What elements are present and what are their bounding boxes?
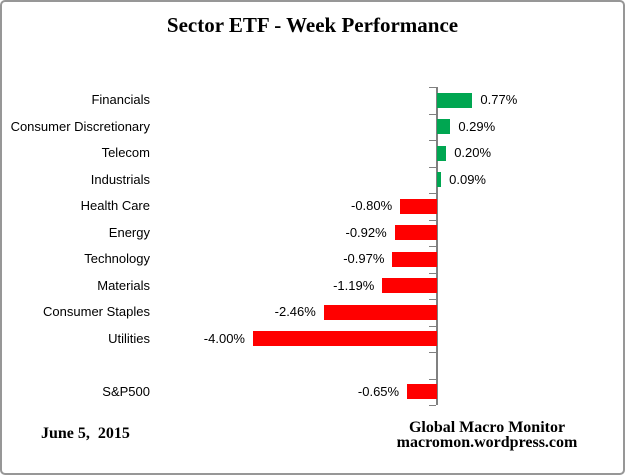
value-label-consumer-discretionary: 0.29% xyxy=(458,118,496,134)
value-label-s-p500: -0.65% xyxy=(357,383,400,399)
bar-telecom xyxy=(437,145,447,161)
category-label-technology: Technology xyxy=(84,251,150,267)
value-label-consumer-staples: -2.46% xyxy=(274,304,316,320)
credit-block: Global Macro Monitor macromon.wordpress.… xyxy=(352,419,622,451)
axis-tick xyxy=(429,299,436,300)
axis-tick xyxy=(429,272,436,274)
bar-energy xyxy=(394,225,437,241)
category-label-s-p500: S&P500 xyxy=(102,383,150,399)
credit-line-1: Global Macro Monitor xyxy=(408,419,566,436)
category-label-industrials: Industrials xyxy=(90,171,150,187)
bar-consumer-discretionary xyxy=(437,119,451,135)
axis-tick xyxy=(429,378,436,380)
axis-tick xyxy=(429,193,436,194)
value-label-materials: -1.19% xyxy=(333,277,375,293)
bar-s-p500 xyxy=(407,384,437,400)
axis-tick xyxy=(429,219,436,221)
bar-technology xyxy=(392,251,437,267)
axis-tick xyxy=(429,352,436,353)
value-label-industrials: 0.09% xyxy=(449,171,486,187)
category-label-materials: Materials xyxy=(97,277,150,293)
value-label-utilities: -4.00% xyxy=(203,330,245,346)
category-label-consumer-discretionary: Consumer Discretionary xyxy=(10,118,150,134)
axis-tick xyxy=(429,325,436,327)
date-label: June 5, 2015 xyxy=(41,425,130,442)
category-label-energy: Energy xyxy=(108,224,150,240)
value-label-technology: -0.97% xyxy=(343,251,385,267)
bar-consumer-staples xyxy=(323,304,437,320)
category-label-financials: Financials xyxy=(91,92,150,108)
category-label-health-care: Health Care xyxy=(80,198,150,214)
axis-tick xyxy=(429,87,436,88)
category-label-utilities: Utilities xyxy=(108,330,150,346)
value-label-telecom: 0.20% xyxy=(454,145,492,161)
category-label-consumer-staples: Consumer Staples xyxy=(43,304,150,320)
bar-utilities xyxy=(253,331,437,347)
bar-industrials xyxy=(437,172,442,188)
bar-financials xyxy=(437,92,473,108)
axis-tick xyxy=(429,405,436,406)
bar-materials xyxy=(382,278,437,294)
value-label-financials: 0.77% xyxy=(480,92,518,108)
axis-tick xyxy=(429,246,436,247)
value-label-energy: -0.92% xyxy=(345,224,387,240)
category-label-telecom: Telecom xyxy=(101,145,150,161)
value-label-health-care: -0.80% xyxy=(351,198,393,214)
axis-line xyxy=(436,87,438,405)
axis-tick xyxy=(429,166,436,168)
axis-tick xyxy=(429,140,436,141)
credit-line-2: macromon.wordpress.com xyxy=(396,434,578,451)
axis-tick xyxy=(429,113,436,115)
bar-health-care xyxy=(400,198,437,214)
chart-title: Sector ETF - Week Performance xyxy=(166,13,459,37)
